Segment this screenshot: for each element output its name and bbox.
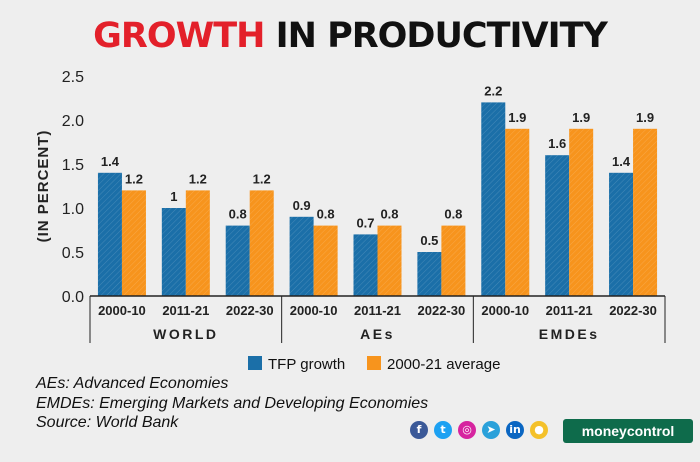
linkedin-icon[interactable]: in (506, 421, 524, 439)
bar-hatch (225, 225, 250, 296)
bar-data-label: 0.7 (356, 215, 374, 230)
twitter-icon[interactable]: t (434, 421, 452, 439)
bar-data-label: 0.8 (317, 207, 335, 222)
bar-data-label: 1.9 (508, 110, 526, 125)
chart-title: GROWTH IN PRODUCTIVITY (0, 14, 700, 58)
bar-hatch (289, 216, 314, 296)
x-tick-label: 2011-21 (162, 303, 209, 318)
y-tick-label: 0.0 (62, 289, 84, 306)
group-label: AEs (360, 326, 395, 342)
bar-hatch (481, 102, 506, 297)
bar-hatch (313, 225, 338, 296)
bar-data-label: 1.2 (125, 171, 143, 186)
legend-average-swatch (367, 356, 381, 370)
bar-hatch (97, 172, 122, 296)
bar-data-label: 0.8 (380, 207, 398, 222)
x-tick-label: 2011-21 (354, 303, 401, 318)
x-tick-label: 2022-30 (418, 303, 466, 318)
group-label: EMDEs (539, 326, 600, 342)
y-tick-label: 0.5 (62, 245, 84, 262)
brand-logo: moneycontrol (563, 419, 693, 443)
bar-hatch (609, 172, 634, 296)
bar-data-label: 1.2 (253, 171, 271, 186)
bar-hatch (417, 252, 442, 296)
bar-data-label: 1.4 (101, 154, 120, 169)
x-tick-label: 2022-30 (609, 303, 657, 318)
y-tick-label: 1.5 (62, 157, 84, 174)
bar-data-label: 1.9 (572, 110, 590, 125)
x-tick-label: 2022-30 (226, 303, 274, 318)
bar-data-label: 0.5 (420, 233, 438, 248)
title-rest: IN PRODUCTIVITY (275, 16, 608, 56)
bar-data-label: 1 (170, 189, 177, 204)
y-axis-label: (IN PERCENT) (35, 130, 52, 243)
note-aes: AEs: Advanced Economies (36, 375, 229, 392)
legend-average-label: 2000-21 average (387, 356, 500, 373)
footnotes: AEs: Advanced Economies EMDEs: Emerging … (36, 374, 428, 433)
bar-hatch (377, 225, 402, 296)
bar-hatch (441, 225, 466, 296)
telegram-icon[interactable]: ➤ (482, 421, 500, 439)
bar-data-label: 0.9 (293, 198, 311, 213)
bar-hatch (545, 155, 570, 296)
bar-data-label: 2.2 (484, 83, 502, 98)
bar-data-label: 1.6 (548, 136, 566, 151)
bar-hatch (121, 190, 146, 296)
social-icons: f t ◎ ➤ in ● (410, 421, 548, 439)
y-tick-label: 2.5 (62, 69, 84, 86)
legend-tfp-growth-label: TFP growth (268, 356, 345, 373)
bar-data-label: 0.8 (444, 207, 462, 222)
bar-hatch (161, 208, 186, 296)
x-tick-label: 2000-10 (481, 303, 529, 318)
bar-data-label: 1.9 (636, 110, 654, 125)
bar-hatch (353, 234, 378, 296)
group-label: WORLD (153, 326, 218, 342)
bar-hatch (569, 128, 594, 296)
bar-hatch (633, 128, 658, 296)
bar-hatch (505, 128, 530, 296)
title-highlight: GROWTH (93, 16, 265, 56)
x-tick-label: 2000-10 (290, 303, 338, 318)
bar-data-label: 1.2 (189, 171, 207, 186)
y-tick-label: 1.0 (62, 201, 84, 218)
x-tick-label: 2011-21 (546, 303, 593, 318)
koo-icon[interactable]: ● (530, 421, 548, 439)
facebook-icon[interactable]: f (410, 421, 428, 439)
legend-tfp-growth-swatch (248, 356, 262, 370)
y-tick-label: 2.0 (62, 113, 84, 130)
instagram-icon[interactable]: ◎ (458, 421, 476, 439)
source-note: Source: World Bank (36, 414, 179, 431)
bar-hatch (185, 190, 210, 296)
bar-data-label: 0.8 (229, 207, 247, 222)
bar-hatch (249, 190, 274, 296)
bar-data-label: 1.4 (612, 154, 631, 169)
note-emdes: EMDEs: Emerging Markets and Developing E… (36, 394, 429, 412)
x-tick-label: 2000-10 (98, 303, 146, 318)
